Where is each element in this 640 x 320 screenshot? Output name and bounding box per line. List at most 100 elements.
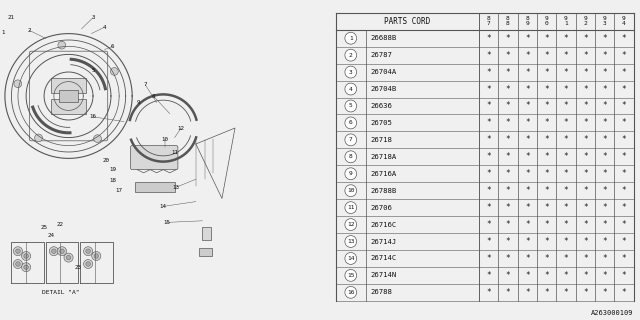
Text: 26788B: 26788B: [371, 188, 397, 194]
Text: *: *: [602, 135, 607, 144]
Text: 9
3: 9 3: [603, 16, 607, 26]
Text: *: *: [583, 237, 588, 246]
Circle shape: [22, 263, 31, 272]
Text: *: *: [602, 271, 607, 280]
Text: *: *: [506, 237, 510, 246]
Text: 26704A: 26704A: [371, 69, 397, 75]
Text: *: *: [621, 186, 627, 195]
Text: 8
9: 8 9: [525, 16, 529, 26]
Text: 6: 6: [111, 44, 115, 49]
Text: 3: 3: [349, 69, 353, 75]
Circle shape: [22, 252, 31, 260]
Text: *: *: [525, 288, 529, 297]
Circle shape: [15, 249, 20, 253]
Text: *: *: [602, 152, 607, 161]
Text: 26636: 26636: [371, 103, 392, 109]
Text: *: *: [602, 237, 607, 246]
Text: *: *: [564, 237, 568, 246]
Text: 15: 15: [347, 273, 355, 278]
Text: *: *: [564, 118, 568, 127]
Circle shape: [52, 249, 56, 253]
Text: *: *: [544, 220, 549, 229]
Text: *: *: [486, 84, 491, 93]
Text: *: *: [602, 254, 607, 263]
Circle shape: [15, 262, 20, 266]
Text: *: *: [506, 84, 510, 93]
Circle shape: [84, 247, 93, 256]
Circle shape: [64, 253, 73, 262]
Text: 22: 22: [57, 221, 64, 227]
Text: 7: 7: [349, 137, 353, 142]
Text: *: *: [602, 186, 607, 195]
Text: *: *: [486, 118, 491, 127]
Circle shape: [49, 247, 58, 256]
Text: *: *: [583, 254, 588, 263]
Text: *: *: [544, 288, 549, 297]
Text: *: *: [525, 101, 529, 110]
Circle shape: [94, 254, 99, 258]
Text: 26718: 26718: [371, 137, 392, 143]
Text: *: *: [564, 186, 568, 195]
Text: *: *: [583, 203, 588, 212]
Text: *: *: [525, 152, 529, 161]
Text: *: *: [621, 51, 627, 60]
Text: *: *: [621, 220, 627, 229]
Text: *: *: [621, 34, 627, 43]
Text: 4: 4: [349, 86, 353, 92]
Text: *: *: [525, 254, 529, 263]
Text: *: *: [564, 220, 568, 229]
Circle shape: [345, 117, 356, 129]
Text: *: *: [544, 152, 549, 161]
Text: 1: 1: [1, 29, 5, 35]
Text: *: *: [583, 169, 588, 178]
Text: *: *: [544, 68, 549, 76]
Circle shape: [345, 49, 356, 61]
Text: 3: 3: [92, 15, 95, 20]
Text: 8: 8: [152, 93, 155, 99]
Text: *: *: [544, 34, 549, 43]
Text: 12: 12: [347, 222, 355, 227]
Text: *: *: [525, 203, 529, 212]
Text: *: *: [544, 186, 549, 195]
Text: *: *: [564, 288, 568, 297]
Text: *: *: [544, 118, 549, 127]
Text: *: *: [564, 152, 568, 161]
Circle shape: [345, 32, 356, 44]
Text: *: *: [621, 203, 627, 212]
Text: *: *: [544, 135, 549, 144]
Circle shape: [345, 134, 356, 146]
Text: 8
8: 8 8: [506, 16, 509, 26]
Text: *: *: [525, 135, 529, 144]
Text: 17: 17: [116, 188, 123, 193]
Text: *: *: [506, 51, 510, 60]
Circle shape: [345, 286, 356, 298]
Text: 26714J: 26714J: [371, 238, 397, 244]
Text: *: *: [583, 51, 588, 60]
Circle shape: [24, 254, 28, 258]
Text: 9
1: 9 1: [564, 16, 568, 26]
Text: *: *: [486, 288, 491, 297]
Text: *: *: [544, 237, 549, 246]
Text: 8
7: 8 7: [486, 16, 490, 26]
Text: *: *: [486, 51, 491, 60]
Text: *: *: [564, 169, 568, 178]
Circle shape: [13, 247, 22, 256]
Text: 16: 16: [347, 290, 355, 295]
Text: *: *: [621, 169, 627, 178]
Text: *: *: [525, 118, 529, 127]
Circle shape: [24, 265, 28, 269]
Circle shape: [14, 80, 22, 88]
Text: 1: 1: [349, 36, 353, 41]
Text: 11: 11: [171, 149, 178, 155]
Circle shape: [86, 262, 90, 266]
Text: *: *: [583, 68, 588, 76]
Circle shape: [345, 83, 356, 95]
Text: *: *: [486, 101, 491, 110]
Text: 9
0: 9 0: [545, 16, 548, 26]
Text: *: *: [544, 254, 549, 263]
Text: *: *: [564, 34, 568, 43]
Text: 16: 16: [90, 114, 97, 119]
Text: 14: 14: [347, 256, 355, 261]
Circle shape: [345, 151, 356, 163]
Text: 25: 25: [40, 225, 47, 230]
